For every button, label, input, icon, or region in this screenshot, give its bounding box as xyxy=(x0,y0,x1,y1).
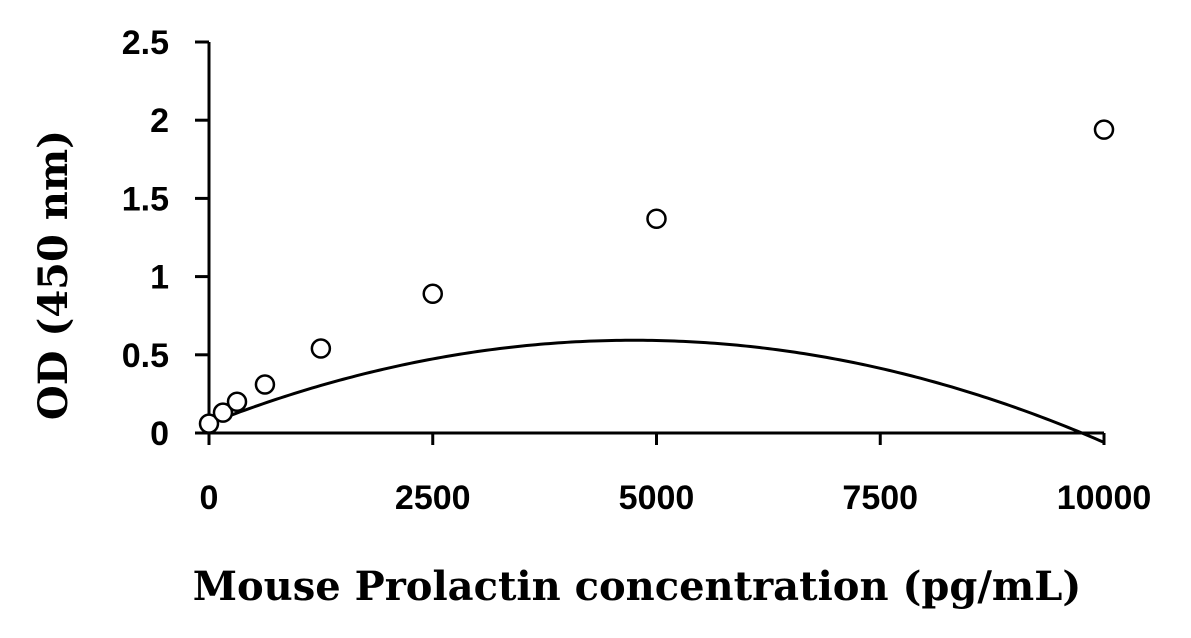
fit-curve-layer xyxy=(208,338,1105,444)
x-tick-label: 7500 xyxy=(842,479,918,517)
data-point xyxy=(310,338,332,359)
data-point xyxy=(212,402,234,423)
data-point xyxy=(422,283,443,305)
x-tick-label: 0 xyxy=(200,479,219,517)
y-tick-label: 1.5 xyxy=(122,180,169,218)
x-axis-title: Mouse Prolactin concentration (pg/mL) xyxy=(193,563,1082,610)
y-tick-label: 1 xyxy=(150,259,169,297)
y-tick-label: 2.5 xyxy=(122,24,169,62)
y-tick-label: 2 xyxy=(150,102,169,140)
y-tick-label: 0.5 xyxy=(122,337,169,375)
tick-labels-layer: 0 0.5 1 1.5 2 2.5 0 2500 5000 7500 10000 xyxy=(122,24,1152,517)
x-tick-label: 5000 xyxy=(619,479,695,517)
data-point xyxy=(646,208,667,229)
data-point xyxy=(198,413,220,434)
data-point xyxy=(254,374,276,395)
data-point xyxy=(1093,119,1115,140)
x-tick-label: 2500 xyxy=(395,479,471,517)
fit-curve xyxy=(208,338,1105,444)
data-point xyxy=(226,391,248,412)
axes xyxy=(195,40,1106,445)
data-points-layer xyxy=(198,119,1115,434)
y-axis-title: OD (450 nm) xyxy=(30,130,77,420)
x-tick-label: 10000 xyxy=(1057,479,1152,517)
y-tick-label: 0 xyxy=(150,415,169,453)
